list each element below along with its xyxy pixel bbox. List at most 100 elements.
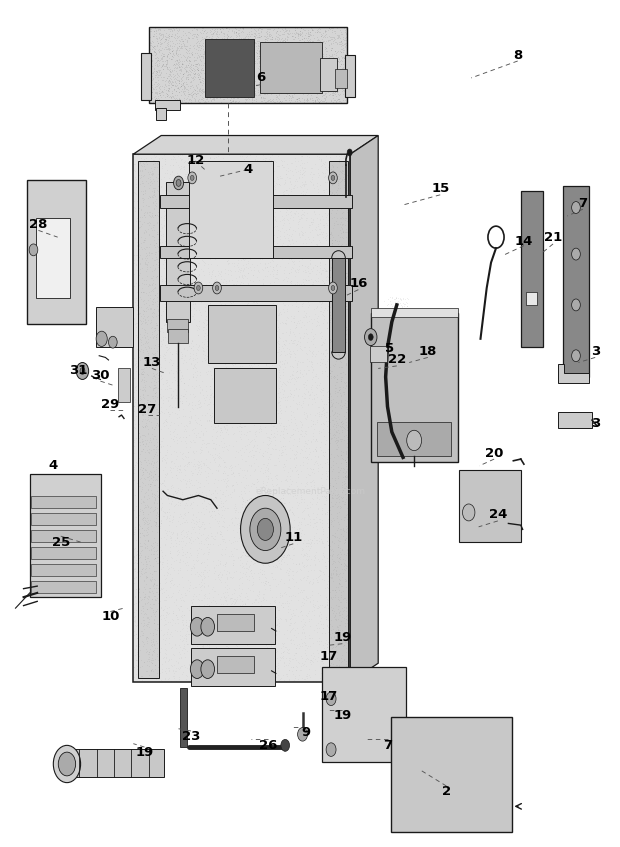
Point [144,659,154,673]
Point [65,588,75,601]
Point [254,312,264,325]
Point [229,197,239,211]
Point [241,88,251,102]
Point [343,463,353,477]
Point [237,626,247,639]
Point [480,772,490,785]
Point [493,718,503,732]
Point [342,250,352,263]
Point [242,602,252,616]
Point [389,348,399,362]
Point [412,387,422,401]
Point [343,453,353,467]
Point [242,80,252,93]
Point [329,510,339,523]
Point [433,813,443,827]
Point [138,612,148,625]
Point [392,336,402,350]
Point [206,493,216,507]
Point [387,448,397,462]
Point [220,313,230,327]
Point [288,311,298,324]
Point [577,291,587,305]
Point [259,628,268,641]
Point [174,326,184,340]
Point [572,221,582,235]
Point [325,315,335,329]
Point [522,241,532,255]
Point [241,556,250,570]
Point [143,632,153,645]
Point [497,475,507,489]
Point [328,262,338,275]
Point [190,287,200,301]
Point [180,191,190,205]
Point [382,699,392,712]
Point [380,313,390,326]
Point [425,783,435,796]
Point [575,301,585,314]
Point [69,500,79,513]
Point [579,213,589,226]
Point [129,157,139,170]
Point [200,644,210,657]
Point [403,810,413,823]
Point [234,579,244,592]
Point [240,498,250,512]
Point [202,313,212,327]
Point [201,174,211,187]
Point [450,713,460,727]
Point [237,497,247,511]
Point [477,765,487,778]
Point [337,329,347,343]
Point [104,761,113,775]
Point [228,404,238,418]
Point [267,623,277,636]
Point [571,261,581,274]
Point [187,47,197,61]
Point [149,759,159,772]
Point [24,291,33,305]
Point [299,31,309,45]
Point [255,20,265,34]
Point [164,293,174,307]
Point [406,770,416,783]
Point [238,264,248,278]
Point [206,354,216,368]
Point [420,346,430,360]
Point [183,179,193,192]
Point [518,325,528,339]
Point [144,544,154,557]
Point [402,760,412,773]
Point [219,87,229,101]
Point [396,797,406,811]
Point [311,675,321,689]
Point [248,385,258,398]
Point [517,213,527,226]
Point [179,376,188,390]
Point [241,167,250,180]
Point [51,223,61,236]
Point [326,591,335,605]
Point [517,247,527,261]
Point [368,451,378,464]
Point [403,330,413,344]
Point [458,742,468,756]
Point [50,501,60,515]
Point [561,221,571,235]
Point [441,739,451,752]
Point [269,458,279,472]
Point [402,391,412,405]
Point [152,448,162,462]
Point [423,799,433,812]
Point [340,413,350,427]
Point [302,327,312,340]
Point [467,781,477,794]
Point [309,24,319,37]
Point [455,805,465,819]
Point [280,640,290,654]
Point [450,769,460,783]
Point [264,389,274,402]
Point [567,324,577,338]
Point [414,717,423,730]
